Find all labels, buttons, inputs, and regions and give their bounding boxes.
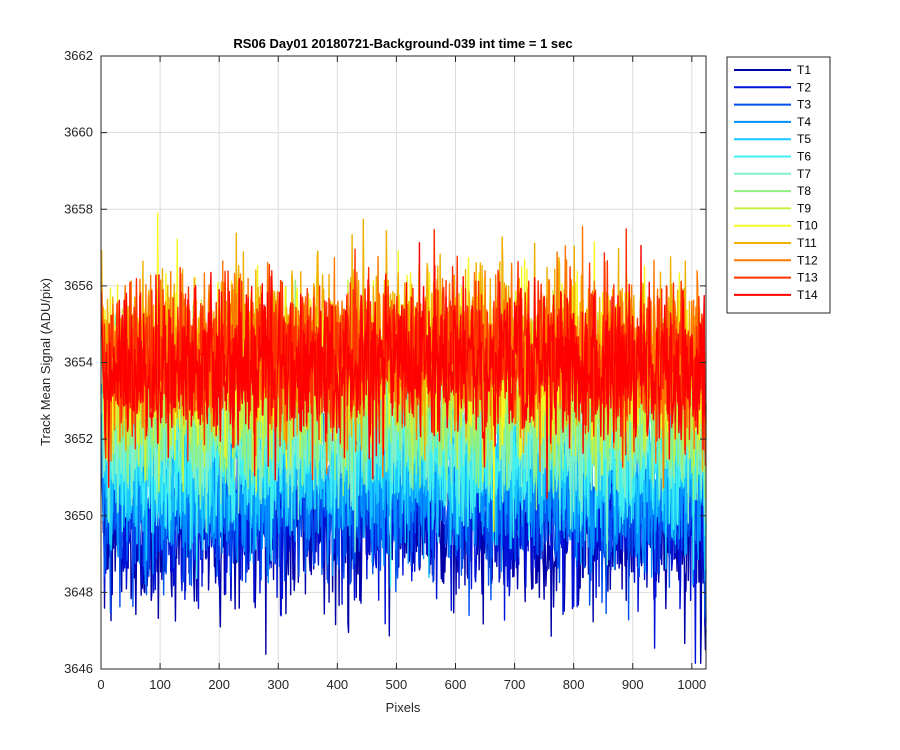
y-tick-label: 3652	[64, 431, 93, 446]
y-tick-label: 3646	[64, 661, 93, 676]
y-tick-label: 3650	[64, 508, 93, 523]
x-tick-label: 600	[445, 677, 467, 692]
x-tick-label: 900	[622, 677, 644, 692]
legend-box	[726, 56, 831, 314]
legend-label-t12: T12	[797, 253, 818, 267]
x-tick-label: 700	[504, 677, 526, 692]
y-tick-label: 3656	[64, 278, 93, 293]
legend-label-t2: T2	[797, 80, 811, 94]
x-tick-label: 400	[326, 677, 348, 692]
legend-label-t1: T1	[797, 63, 811, 77]
legend-label-t8: T8	[797, 184, 811, 198]
y-tick-label: 3660	[64, 125, 93, 140]
y-tick-label: 3662	[64, 48, 93, 63]
chart-title: RS06 Day01 20180721-Background-039 int t…	[233, 36, 572, 51]
data-series	[100, 212, 707, 664]
legend-label-t5: T5	[797, 132, 811, 146]
x-tick-label: 200	[208, 677, 230, 692]
y-tick-label: 3658	[64, 201, 93, 216]
y-axis-label: Track Mean Signal (ADU/pix)	[38, 278, 53, 446]
x-tick-label: 500	[386, 677, 408, 692]
axis-ticks: 0 100 200 300 400 500 600 700 800 900 1000 3646 3648…	[64, 48, 706, 692]
x-tick-label: 800	[563, 677, 585, 692]
x-tick-label: 1000	[677, 677, 706, 692]
legend-label-t4: T4	[797, 115, 811, 129]
y-tick-label: 3648	[64, 584, 93, 599]
legend-label-t9: T9	[797, 201, 811, 215]
legend-label-t13: T13	[797, 271, 818, 285]
legend-label-t14: T14	[797, 288, 818, 302]
x-tick-label: 0	[97, 677, 104, 692]
x-axis-label: Pixels	[386, 700, 421, 715]
legend: T1 T2 T3 T4 T5 T6 T7 T8 T9 T10 T11 T12 T13 T14	[726, 56, 831, 314]
legend-label-t7: T7	[797, 167, 811, 181]
x-tick-label: 100	[149, 677, 171, 692]
legend-label-t6: T6	[797, 150, 811, 164]
legend-label-t3: T3	[797, 98, 811, 112]
x-tick-label: 300	[267, 677, 289, 692]
y-tick-label: 3654	[64, 355, 93, 370]
series-line-t14	[100, 241, 707, 500]
legend-label-t11: T11	[797, 236, 817, 250]
legend-label-t10: T10	[797, 219, 818, 233]
